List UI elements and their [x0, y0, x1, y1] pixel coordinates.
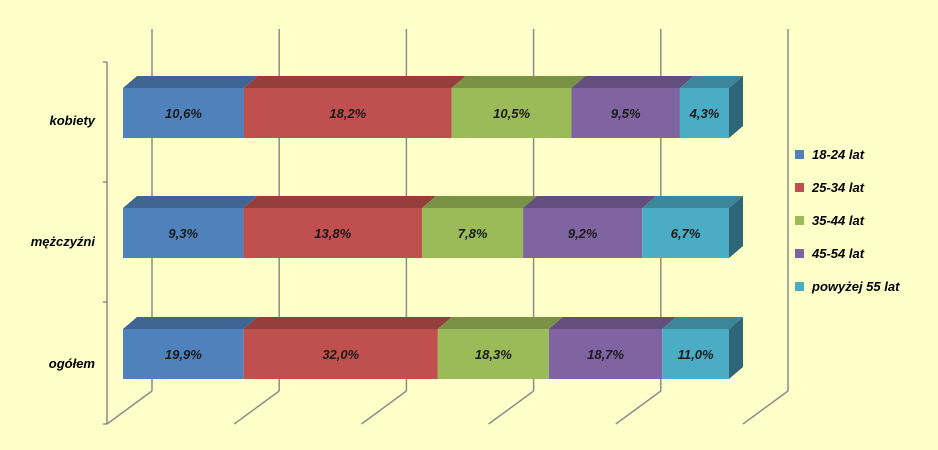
bar-top	[679, 76, 743, 88]
legend-swatch	[795, 216, 804, 225]
category-label: ogółem	[49, 356, 96, 371]
bar-segment	[437, 329, 549, 379]
data-label: 11,0%	[678, 347, 714, 362]
bar-segment	[123, 88, 244, 138]
bar-segment	[422, 208, 524, 258]
bar-segment	[548, 329, 663, 379]
bar-top	[422, 196, 538, 208]
legend-label: 18-24 lat	[812, 147, 865, 162]
data-label: 13,8%	[314, 226, 351, 241]
data-label: 10,6%	[165, 106, 202, 121]
gridline-floor	[742, 390, 789, 425]
data-label: 18,3%	[475, 347, 512, 362]
legend-label: powyżej 55 lat	[811, 279, 900, 294]
gridline-floor	[360, 390, 407, 425]
data-label: 9,3%	[168, 226, 198, 241]
data-label: 9,2%	[568, 226, 598, 241]
bar-segment	[123, 329, 244, 379]
data-label: 18,2%	[329, 106, 366, 121]
bar-top	[437, 317, 563, 329]
bar-top	[548, 317, 677, 329]
bar-top	[123, 196, 258, 208]
gridline-floor	[615, 390, 662, 425]
bar-segment	[123, 208, 244, 258]
bar-top	[123, 317, 258, 329]
bar-top	[642, 196, 743, 208]
gridline-floor	[106, 390, 153, 425]
gridline-floor	[233, 390, 280, 425]
bar-segment	[662, 329, 729, 379]
legend-label: 25-34 lat	[811, 180, 865, 195]
bar-segment	[642, 208, 729, 258]
data-label: 9,5%	[611, 106, 641, 121]
data-label: 32,0%	[322, 347, 359, 362]
bar-segment	[571, 88, 680, 138]
data-label: 6,7%	[671, 226, 701, 241]
bar-top	[451, 76, 586, 88]
bar-segment	[243, 208, 423, 258]
category-label: mężczyźni	[31, 234, 96, 249]
bar-top	[243, 317, 452, 329]
bar-segment	[243, 329, 438, 379]
legend-swatch	[795, 282, 804, 291]
bar-side	[729, 196, 743, 258]
bar-top	[123, 76, 258, 88]
legend-swatch	[795, 183, 804, 192]
bar-top	[662, 317, 743, 329]
bar-segment	[451, 88, 572, 138]
bar-top	[571, 76, 694, 88]
legend-swatch	[795, 150, 804, 159]
bar-side	[729, 317, 743, 379]
data-label: 19,9%	[165, 347, 202, 362]
bar-segment	[243, 88, 452, 138]
data-label: 18,7%	[587, 347, 624, 362]
category-label: kobiety	[49, 113, 95, 128]
bar-top	[523, 196, 657, 208]
gridline-floor	[488, 390, 535, 425]
bar-side	[729, 76, 743, 138]
legend-label: 35-44 lat	[812, 213, 865, 228]
bar-segment	[679, 88, 729, 138]
data-label: 4,3%	[689, 106, 720, 121]
data-label: 10,5%	[493, 106, 530, 121]
bar-top	[243, 76, 466, 88]
legend-swatch	[795, 249, 804, 258]
bar-segment	[523, 208, 643, 258]
bar-top	[243, 196, 437, 208]
data-label: 7,8%	[458, 226, 488, 241]
legend-label: 45-54 lat	[811, 246, 865, 261]
